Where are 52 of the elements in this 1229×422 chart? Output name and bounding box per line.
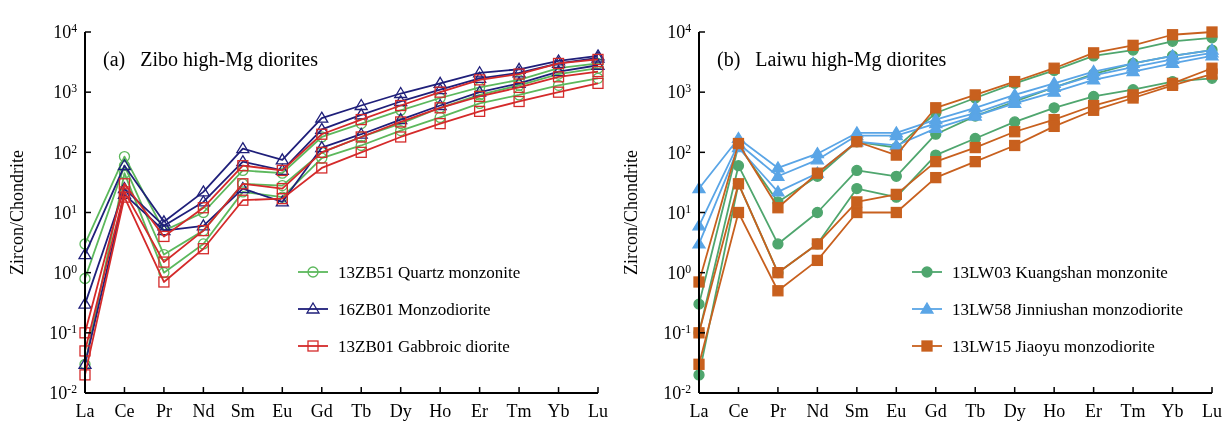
- y-tick-label: 10$^{4}$: [667, 21, 692, 43]
- x-tick-label: Tb: [965, 401, 986, 421]
- y-tick-label: 10$^{1}$: [53, 202, 78, 223]
- legend-label: 13ZB01 Gabbroic diorite: [338, 336, 510, 356]
- legend-label: 13ZB51 Quartz monzonite: [338, 262, 521, 282]
- x-tick-label: Nd: [806, 401, 829, 421]
- x-tick-label: Tm: [1120, 401, 1146, 421]
- text: (b) Laiwu high-Mg diorites: [717, 48, 947, 71]
- x-tick-label: Eu: [272, 401, 293, 421]
- x-tick-label: Ce: [728, 401, 749, 421]
- x-tick-label: Dy: [389, 401, 412, 421]
- x-tick-label: Yb: [547, 401, 570, 421]
- x-tick-label: La: [689, 401, 709, 421]
- y-tick-label: 10$^{3}$: [53, 81, 78, 103]
- y-tick-label: 10$^{2}$: [53, 142, 78, 163]
- x-tick-label: Er: [1085, 401, 1103, 421]
- legend-label: 13LW03 Kuangshan monzonite: [952, 262, 1168, 282]
- x-tick-label: Pr: [155, 401, 172, 421]
- y-tick-label: 10$^{0}$: [53, 262, 78, 283]
- y-tick-label: 10$^{-1}$: [49, 322, 78, 344]
- legend-label: 13LW15 Jiaoyu monzodiorite: [952, 336, 1155, 356]
- y-tick-label: 10$^{0}$: [667, 262, 692, 283]
- x-tick-label: Tm: [506, 401, 532, 421]
- x-tick-label: Yb: [1161, 401, 1184, 421]
- y-tick-label: 10$^{2}$: [667, 142, 692, 163]
- x-tick-label: La: [75, 401, 95, 421]
- y-tick-label: 10$^{-2}$: [49, 382, 78, 404]
- x-tick-label: Tb: [351, 401, 372, 421]
- y-tick-label: 10$^{3}$: [667, 81, 692, 103]
- x-tick-label: Gd: [924, 401, 947, 421]
- legend-label: 13LW58 Jinniushan monzodiorite: [952, 299, 1184, 319]
- x-tick-label: Er: [471, 401, 489, 421]
- x-tick-label: Dy: [1003, 401, 1026, 421]
- y-axis-title: Zircon/Chondrite: [7, 150, 27, 275]
- x-tick-label: Sm: [844, 401, 869, 421]
- y-tick-label: 10$^{-2}$: [663, 382, 692, 404]
- legend-label: 16ZB01 Monzodiorite: [338, 299, 491, 319]
- x-tick-label: Ho: [1043, 401, 1066, 421]
- x-tick-label: Gd: [310, 401, 333, 421]
- text: (a) Zibo high-Mg diorites: [103, 48, 319, 71]
- x-tick-label: Ho: [429, 401, 452, 421]
- x-tick-label: Ce: [114, 401, 135, 421]
- x-tick-label: Lu: [588, 401, 608, 421]
- x-tick-label: Sm: [230, 401, 255, 421]
- y-tick-label: 10$^{1}$: [667, 202, 692, 223]
- x-tick-label: Eu: [886, 401, 907, 421]
- x-tick-label: Lu: [1202, 401, 1222, 421]
- x-tick-label: Pr: [769, 401, 786, 421]
- y-tick-label: 10$^{4}$: [53, 21, 78, 43]
- y-axis-title: Zircon/Chondrite: [621, 150, 641, 275]
- x-tick-label: Nd: [192, 401, 215, 421]
- y-tick-label: 10$^{-1}$: [663, 322, 692, 344]
